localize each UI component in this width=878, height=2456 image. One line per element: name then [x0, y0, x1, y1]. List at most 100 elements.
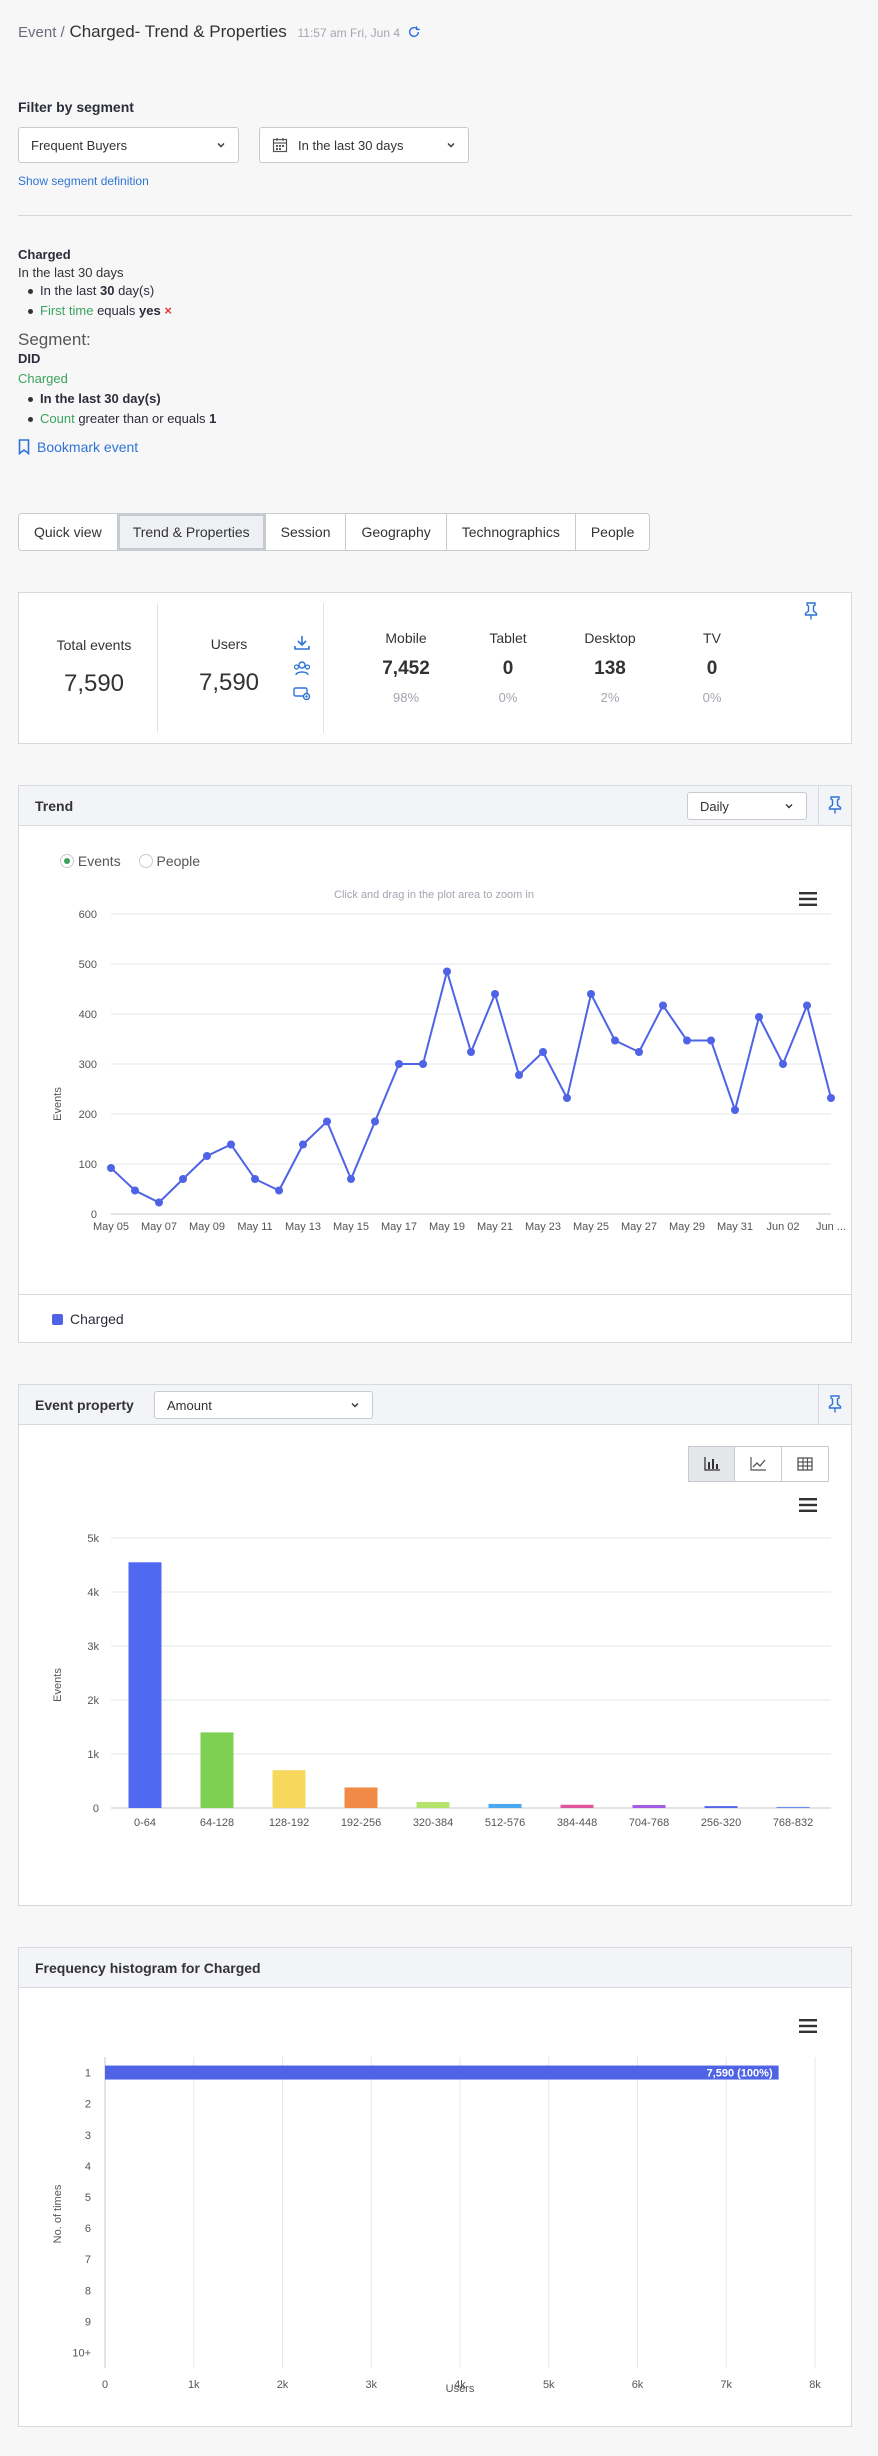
divider	[18, 215, 852, 216]
x-tick-label: 3k	[365, 2379, 377, 2391]
data-point	[299, 1140, 307, 1149]
segment-label: Segment:	[18, 330, 91, 349]
x-tick-label: May 19	[429, 1221, 465, 1233]
property-select[interactable]: Amount	[154, 1391, 373, 1419]
granularity-select[interactable]: Daily	[687, 792, 807, 820]
y-tick-label: 3	[85, 2130, 91, 2142]
frequency-histogram-chart[interactable]: No. of times Users 0 1k 2k 3k 4k 5k 6k 7k 8k 1 7,5…	[19, 2038, 851, 2418]
pin-icon[interactable]	[827, 796, 843, 814]
bar-704-768	[632, 1805, 666, 1808]
y-tick-label: 5k	[87, 1533, 99, 1545]
chevron-down-icon	[785, 804, 793, 809]
bar-384-448	[560, 1804, 594, 1808]
x-tick-label: Jun ...	[816, 1221, 846, 1233]
tab-quick-view[interactable]: Quick view	[19, 514, 118, 550]
remove-condition-icon[interactable]: ×	[164, 303, 172, 318]
pin-icon[interactable]	[803, 602, 819, 620]
bar-chart-button[interactable]	[688, 1446, 735, 1482]
breadcrumb[interactable]: Event /	[18, 24, 65, 41]
data-point	[419, 1060, 427, 1068]
y-tick-label: 4k	[87, 1587, 99, 1599]
x-tick-label: 768-832	[773, 1817, 813, 1829]
bar-512-576	[488, 1803, 522, 1808]
chevron-down-icon	[447, 143, 455, 148]
property-bar-chart[interactable]: Events 0 1k 2k 3k 4k 5k 0-64 64-128 128-192 192-2…	[19, 1515, 851, 1875]
x-tick-label: 2k	[277, 2379, 289, 2391]
data-point	[131, 1186, 139, 1195]
bookmark-event-link[interactable]: Bookmark event	[18, 439, 518, 455]
trend-title: Trend	[35, 798, 74, 814]
y-tick-label: 1k	[87, 1749, 99, 1761]
chart-menu-icon[interactable]	[799, 1498, 817, 1512]
device-tablet: Tablet 0 0%	[489, 630, 527, 705]
legend-swatch	[52, 1313, 63, 1325]
chart-menu-icon[interactable]	[799, 2019, 817, 2033]
x-tick-label: May 25	[573, 1221, 609, 1233]
x-tick-label: May 27	[621, 1221, 657, 1233]
bar-256-320	[704, 1806, 738, 1808]
date-range-select[interactable]: In the last 30 days	[259, 127, 469, 163]
segment-select[interactable]: Frequent Buyers	[18, 127, 239, 163]
chevron-down-icon	[217, 143, 225, 148]
definition-event: Charged	[18, 247, 71, 262]
y-tick-label: 500	[79, 959, 97, 971]
show-segment-definition-link[interactable]: Show segment definition	[18, 174, 149, 188]
tab-technographics[interactable]: Technographics	[447, 514, 576, 550]
data-point	[827, 1094, 835, 1102]
x-tick-label: 0-64	[134, 1817, 156, 1829]
x-tick-label: 256-320	[701, 1817, 741, 1829]
legend-item-charged[interactable]: Charged	[52, 1311, 124, 1327]
data-point	[587, 990, 595, 998]
table-icon	[797, 1457, 813, 1471]
data-point	[491, 990, 499, 998]
bar-192-256	[344, 1787, 378, 1808]
date-range-value: In the last 30 days	[298, 137, 404, 153]
data-point	[707, 1036, 715, 1045]
trend-line-chart[interactable]: Click and drag in the plot area to zoom …	[19, 884, 851, 1294]
segment-event: Charged	[18, 371, 68, 386]
download-icon[interactable]	[293, 635, 311, 651]
x-tick-label: May 31	[717, 1221, 753, 1233]
definition-condition-2: First time equals yes ×	[0, 301, 518, 321]
segment-select-value: Frequent Buyers	[31, 137, 128, 153]
radio-people[interactable]: People	[138, 853, 200, 869]
x-tick-label: May 13	[285, 1221, 321, 1233]
y-axis-label: Events	[52, 1087, 64, 1121]
device-mobile: Mobile 7,452 98%	[382, 630, 430, 705]
total-events-label: Total events	[56, 637, 132, 653]
tab-trend-properties[interactable]: Trend & Properties	[117, 514, 266, 550]
users-value: 7,590	[198, 669, 260, 696]
frequency-histogram-card: Frequency histogram for Charged No. of t…	[18, 1947, 852, 2427]
series-line-charged	[110, 967, 832, 1204]
definition-range: In the last 30 days	[18, 265, 124, 280]
table-view-button[interactable]	[782, 1446, 829, 1482]
x-tick-label: May 07	[141, 1221, 177, 1233]
bar-chart-icon	[703, 1457, 720, 1471]
y-tick-label: 200	[79, 1109, 97, 1121]
refresh-icon[interactable]	[407, 25, 421, 39]
pin-icon[interactable]	[827, 1395, 843, 1413]
data-point	[443, 967, 451, 976]
x-tick-label: 7k	[720, 2379, 732, 2391]
chart-menu-icon[interactable]	[799, 892, 817, 906]
calendar-icon	[272, 138, 288, 153]
line-chart-button[interactable]	[735, 1446, 782, 1482]
x-tick-label: 512-576	[485, 1817, 525, 1829]
campaign-icon[interactable]	[293, 685, 311, 701]
tab-people[interactable]: People	[590, 524, 635, 540]
definition-condition-1: In the last 30 day(s)	[0, 281, 518, 301]
radio-events[interactable]: Events	[60, 853, 121, 869]
data-point	[659, 1001, 667, 1010]
y-axis-label: No. of times	[52, 2184, 64, 2243]
trend-card: Trend Daily Events People Click and drag…	[18, 785, 852, 1343]
data-point	[347, 1175, 355, 1183]
tab-session[interactable]: Session	[266, 514, 347, 550]
total-events-value: 7,590	[63, 670, 125, 697]
device-tv: TV 0 0%	[702, 630, 722, 705]
tab-geography[interactable]: Geography	[346, 514, 447, 550]
create-segment-icon[interactable]	[293, 660, 311, 676]
y-tick-label: 2k	[87, 1695, 99, 1707]
chevron-down-icon	[351, 1403, 359, 1408]
last-updated-time: 11:57 am Fri, Jun 4	[297, 26, 401, 40]
bar-128-192	[272, 1770, 306, 1808]
